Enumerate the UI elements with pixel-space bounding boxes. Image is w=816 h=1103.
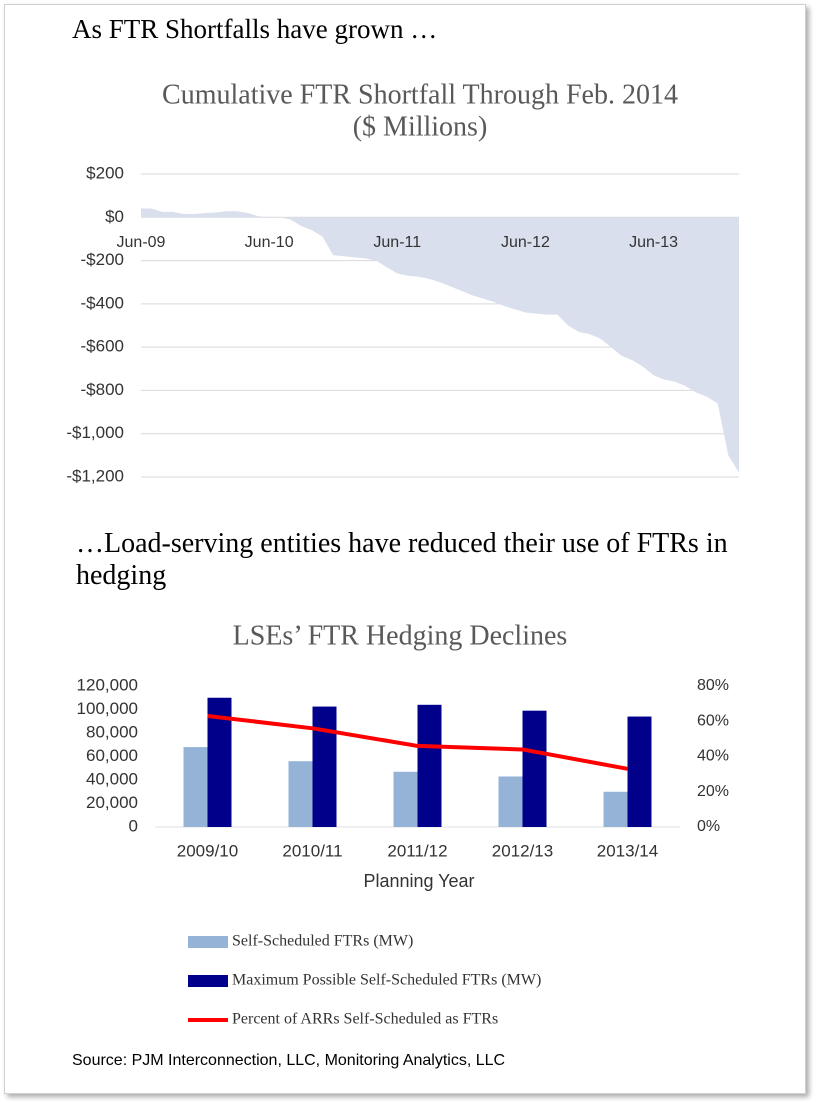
y-tick-label: 0	[129, 816, 138, 835]
legend-label: Percent of ARRs Self-Scheduled as FTRs	[232, 1011, 498, 1028]
y2-tick-label: 40%	[697, 748, 729, 765]
bar	[522, 710, 547, 827]
y2-tick-label: 20%	[697, 783, 729, 800]
chart-title: Cumulative FTR Shortfall Through Feb. 20…	[162, 79, 678, 110]
chart-subtitle: ($ Millions)	[353, 111, 488, 142]
y-tick-label: 80,000	[86, 722, 138, 741]
y-tick-label: $0	[105, 207, 124, 226]
y-tick-label: -$800	[81, 380, 124, 399]
bar	[498, 776, 523, 827]
x-tick-label: Jun-13	[629, 234, 678, 251]
y-tick-label: 60,000	[86, 746, 138, 765]
y-tick-label: -$200	[81, 250, 124, 269]
x-tick-label: 2013/14	[597, 841, 658, 860]
legend-label: Self-Scheduled FTRs (MW)	[232, 933, 413, 950]
x-tick-label: 2010/11	[282, 841, 342, 860]
x-tick-label: Jun-12	[501, 234, 550, 251]
x-tick-label: Jun-10	[245, 234, 294, 251]
x-tick-label: Jun-09	[117, 234, 166, 251]
source: Source: PJM Interconnection, LLC, Monito…	[72, 1052, 506, 1069]
y-tick-label: $200	[86, 163, 124, 182]
bar	[393, 771, 418, 827]
x-axis-label: Planning Year	[363, 871, 474, 891]
x-tick-label: Jun-11	[373, 234, 421, 251]
y-tick-label: -$1,200	[66, 466, 124, 485]
y-tick-label: 120,000	[77, 675, 138, 694]
y2-tick-label: 0%	[697, 818, 720, 835]
bar	[603, 791, 628, 827]
y-tick-label: -$600	[81, 337, 124, 356]
bar	[288, 761, 313, 827]
y-tick-label: 100,000	[77, 699, 138, 718]
y-tick-label: -$400	[81, 293, 124, 312]
bar	[312, 706, 337, 827]
heading: …Load-serving entities have reduced thei…	[76, 528, 728, 591]
y-tick-label: 40,000	[86, 769, 138, 788]
x-tick-label: 2011/12	[387, 841, 447, 860]
bar	[183, 747, 208, 827]
bar	[627, 716, 652, 827]
legend-swatch	[188, 975, 228, 987]
slide-frame	[4, 4, 806, 1094]
line	[207, 713, 628, 771]
bar	[417, 704, 442, 827]
y2-tick-label: 80%	[697, 677, 729, 694]
legend-swatch	[188, 936, 228, 948]
y-tick-label: 20,000	[86, 793, 138, 812]
area	[141, 208, 739, 473]
y-tick-label: -$1,000	[66, 423, 124, 442]
x-tick-label: 2009/10	[177, 841, 238, 860]
heading: As FTR Shortfalls have grown …	[72, 14, 438, 44]
chart-title: LSEs’ FTR Hedging Declines	[233, 620, 568, 651]
y2-tick-label: 60%	[697, 712, 729, 729]
x-tick-label: 2012/13	[492, 841, 553, 860]
legend-label: Maximum Possible Self-Scheduled FTRs (MW…	[232, 972, 541, 989]
